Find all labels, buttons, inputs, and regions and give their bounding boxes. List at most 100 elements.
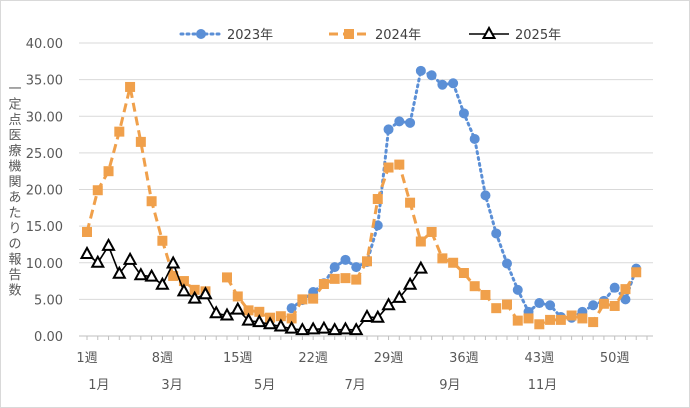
data-point	[219, 307, 235, 321]
data-point	[359, 308, 375, 322]
x-tick-label: 29週	[374, 351, 404, 366]
data-point	[415, 65, 426, 76]
data-point	[243, 305, 254, 316]
series-line	[225, 162, 638, 326]
data-point	[340, 273, 351, 284]
data-point	[316, 320, 332, 334]
data-point	[273, 318, 289, 332]
y-axis-label: 一定点医療機関あたりの報告数	[8, 82, 21, 299]
data-point	[372, 220, 383, 231]
data-point	[392, 289, 407, 303]
x-month-label: 1月	[88, 378, 109, 393]
x-month-label: 5月	[254, 378, 275, 393]
legend-marker	[481, 25, 497, 39]
series-2023年	[286, 65, 642, 323]
data-point	[295, 322, 310, 336]
data-point	[458, 268, 469, 279]
x-month-label: 7月	[345, 378, 366, 393]
data-point	[103, 166, 114, 177]
data-point	[437, 253, 448, 264]
y-tick-label: 10.00	[26, 257, 63, 272]
data-point	[165, 255, 181, 269]
data-point	[555, 314, 566, 325]
data-point	[620, 294, 631, 305]
data-point	[469, 281, 480, 292]
data-point	[157, 235, 168, 246]
data-point	[545, 314, 556, 325]
data-point	[426, 226, 437, 237]
data-point	[394, 159, 405, 170]
data-point	[588, 300, 599, 311]
data-point	[405, 197, 416, 208]
data-point	[426, 70, 437, 81]
data-point	[189, 284, 200, 295]
data-point	[297, 294, 308, 305]
data-point	[598, 298, 609, 309]
data-point	[413, 260, 429, 274]
data-point	[198, 286, 213, 300]
data-point	[502, 299, 512, 310]
data-point	[491, 228, 502, 239]
gridlines	[79, 42, 653, 337]
y-tick-label: 25.00	[26, 147, 63, 162]
data-point	[534, 298, 545, 309]
data-point	[523, 313, 534, 324]
data-point	[480, 289, 491, 300]
data-point	[254, 306, 265, 317]
legend-label: 2023年	[227, 28, 273, 43]
data-point	[178, 276, 189, 287]
data-point	[362, 256, 372, 267]
y-tick-label: 15.00	[26, 220, 63, 235]
data-point	[609, 300, 620, 311]
data-point	[405, 117, 416, 128]
data-point	[351, 262, 362, 273]
data-point	[252, 314, 267, 328]
x-tick-label: 1週	[76, 351, 97, 366]
x-tick-label: 36週	[449, 351, 479, 366]
data-point	[437, 79, 448, 90]
data-point	[491, 303, 502, 314]
data-point	[241, 312, 256, 326]
data-point	[187, 290, 202, 304]
legend-entry: 2025年	[469, 25, 561, 43]
legend-label: 2024年	[375, 28, 421, 43]
data-point	[232, 291, 243, 302]
x-tick-label: 15週	[223, 351, 253, 366]
data-point	[577, 313, 588, 324]
data-point	[512, 315, 523, 326]
data-point	[82, 226, 92, 237]
x-month-label: 3月	[161, 378, 182, 393]
legend-marker	[196, 29, 206, 39]
x-tick-label: 50週	[600, 351, 630, 366]
data-point	[372, 194, 383, 205]
data-point	[620, 284, 631, 295]
data-point	[262, 316, 278, 330]
data-point	[394, 116, 405, 127]
data-point	[112, 265, 127, 279]
data-point	[338, 321, 353, 335]
data-point	[144, 268, 159, 282]
data-point	[469, 133, 480, 144]
data-point	[480, 190, 491, 201]
data-point	[122, 251, 138, 265]
data-point	[415, 236, 426, 247]
data-point	[566, 310, 577, 321]
data-point	[340, 254, 351, 265]
data-point	[545, 300, 556, 311]
data-point	[92, 185, 103, 196]
data-point	[502, 258, 512, 269]
data-point	[176, 283, 192, 297]
legend-entry: 2024年	[329, 28, 421, 43]
data-point	[631, 267, 642, 278]
series-2024年	[82, 81, 642, 330]
x-tick-label: 22週	[298, 351, 328, 366]
data-point	[222, 272, 232, 283]
data-point	[381, 297, 396, 311]
legend-label: 2025年	[515, 28, 561, 43]
data-point	[327, 322, 342, 336]
data-point	[308, 293, 319, 304]
data-point	[329, 262, 340, 273]
axes	[79, 335, 653, 340]
y-tick-label: 40.00	[26, 37, 63, 52]
data-point	[318, 278, 329, 289]
